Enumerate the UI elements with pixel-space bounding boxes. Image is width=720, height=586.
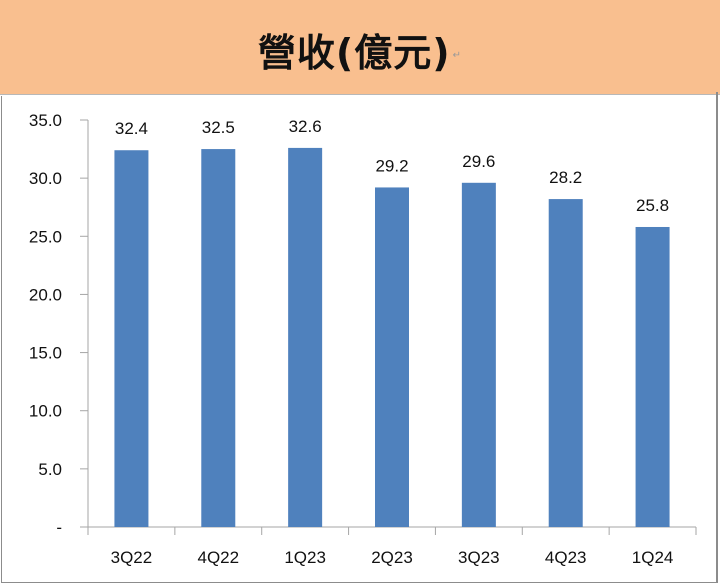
bar-value-label: 28.2 [549, 168, 582, 187]
paragraph-mark-icon: ↵ [452, 50, 463, 61]
bar [461, 182, 496, 527]
x-tick-label: 3Q23 [458, 548, 500, 567]
title-band: 營收(億元) ↵ [0, 0, 720, 95]
bar [288, 147, 323, 527]
y-tick-label: 25.0 [29, 227, 62, 246]
x-tick-label: 4Q22 [197, 548, 239, 567]
y-tick-label: - [56, 518, 62, 537]
chart-frame-right-edge [716, 92, 718, 583]
x-tick-label: 4Q23 [545, 548, 587, 567]
chart-title: 營收(億元) ↵ [0, 22, 720, 77]
y-axis: - 5.0 10.0 15.0 20.0 25.0 30.0 35.0 [29, 111, 89, 537]
bar-value-label: 32.5 [202, 118, 235, 137]
y-tick-label: 30.0 [29, 169, 62, 188]
x-tick-label: 2Q23 [371, 548, 413, 567]
bar [114, 150, 149, 527]
y-tick-label: 35.0 [29, 111, 62, 130]
bar-value-label: 25.8 [636, 196, 669, 215]
bar-value-label: 29.2 [375, 156, 408, 175]
y-tick-label: 5.0 [38, 460, 62, 479]
y-tick-label: 20.0 [29, 285, 62, 304]
x-tick-label: 1Q23 [284, 548, 326, 567]
bar-value-label: 32.6 [289, 117, 322, 136]
bar [201, 149, 236, 528]
x-axis: 3Q22 4Q22 1Q23 2Q23 3Q23 4Q23 1Q24 [80, 526, 697, 567]
y-tick-label: 10.0 [29, 402, 62, 421]
bar-value-label: 29.6 [462, 152, 495, 171]
bar [635, 226, 670, 528]
x-tick-label: 1Q24 [632, 548, 674, 567]
bar [375, 187, 409, 527]
chart-title-text: 營收(億元) [257, 31, 451, 75]
y-tick-label: 15.0 [29, 344, 62, 363]
bar-series: 32.4 32.5 32.6 29.2 29.6 28.2 25.8 [114, 117, 670, 528]
x-tick-label: 3Q22 [111, 548, 153, 567]
bar-value-label: 32.4 [115, 119, 148, 138]
bar [548, 199, 583, 527]
